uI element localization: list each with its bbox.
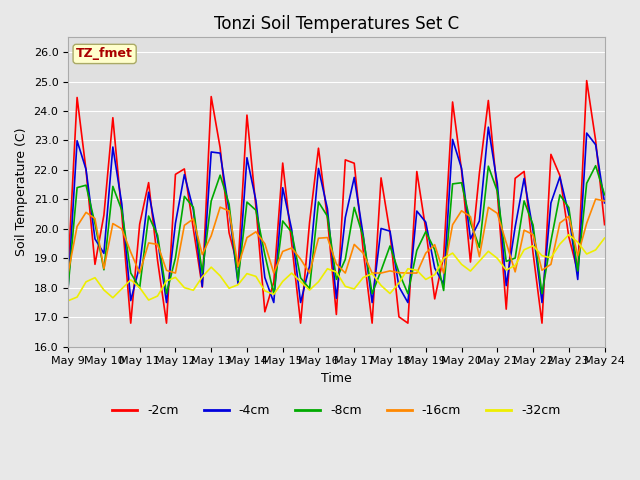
Line: -16cm: -16cm <box>68 199 605 273</box>
-8cm <box>163 291 170 297</box>
-4cm <box>547 200 555 206</box>
-2cm <box>601 222 609 228</box>
-8cm <box>180 193 188 199</box>
-8cm <box>198 270 206 276</box>
-32cm <box>350 286 358 292</box>
-32cm <box>189 288 197 293</box>
Line: -8cm: -8cm <box>68 166 605 294</box>
-2cm <box>261 309 269 315</box>
-16cm <box>180 222 188 228</box>
-8cm <box>261 252 269 258</box>
-4cm <box>601 200 609 206</box>
Legend: -2cm, -4cm, -8cm, -16cm, -32cm: -2cm, -4cm, -8cm, -16cm, -32cm <box>107 399 566 422</box>
-16cm <box>592 196 600 202</box>
-32cm <box>386 290 394 296</box>
Line: -32cm: -32cm <box>68 235 605 300</box>
-2cm <box>127 320 134 326</box>
-8cm <box>64 284 72 289</box>
-2cm <box>198 284 206 290</box>
-4cm <box>261 275 269 280</box>
X-axis label: Time: Time <box>321 372 352 385</box>
-16cm <box>198 252 206 257</box>
-32cm <box>601 235 609 241</box>
-8cm <box>395 270 403 276</box>
-8cm <box>359 234 367 240</box>
-16cm <box>395 270 403 276</box>
-32cm <box>172 275 179 280</box>
-8cm <box>538 291 546 297</box>
-32cm <box>64 298 72 303</box>
Y-axis label: Soil Temperature (C): Soil Temperature (C) <box>15 128 28 256</box>
-8cm <box>601 192 609 198</box>
-16cm <box>261 241 269 247</box>
-4cm <box>163 300 170 305</box>
-2cm <box>538 320 546 326</box>
-8cm <box>592 163 600 168</box>
-4cm <box>198 284 206 289</box>
-16cm <box>538 267 546 273</box>
-2cm <box>359 248 367 253</box>
-4cm <box>359 232 367 238</box>
-2cm <box>395 314 403 320</box>
-32cm <box>565 232 573 238</box>
-16cm <box>359 250 367 256</box>
-16cm <box>601 198 609 204</box>
Text: TZ_fmet: TZ_fmet <box>76 48 133 60</box>
-4cm <box>484 124 492 130</box>
-32cm <box>529 243 537 249</box>
-2cm <box>583 78 591 84</box>
-2cm <box>64 264 72 270</box>
Line: -2cm: -2cm <box>68 81 605 323</box>
-2cm <box>180 166 188 172</box>
-4cm <box>180 172 188 178</box>
Line: -4cm: -4cm <box>68 127 605 302</box>
-16cm <box>136 270 143 276</box>
-32cm <box>252 274 260 279</box>
Title: Tonzi Soil Temperatures Set C: Tonzi Soil Temperatures Set C <box>214 15 459 33</box>
-16cm <box>64 270 72 276</box>
-4cm <box>64 284 72 290</box>
-4cm <box>395 284 403 289</box>
